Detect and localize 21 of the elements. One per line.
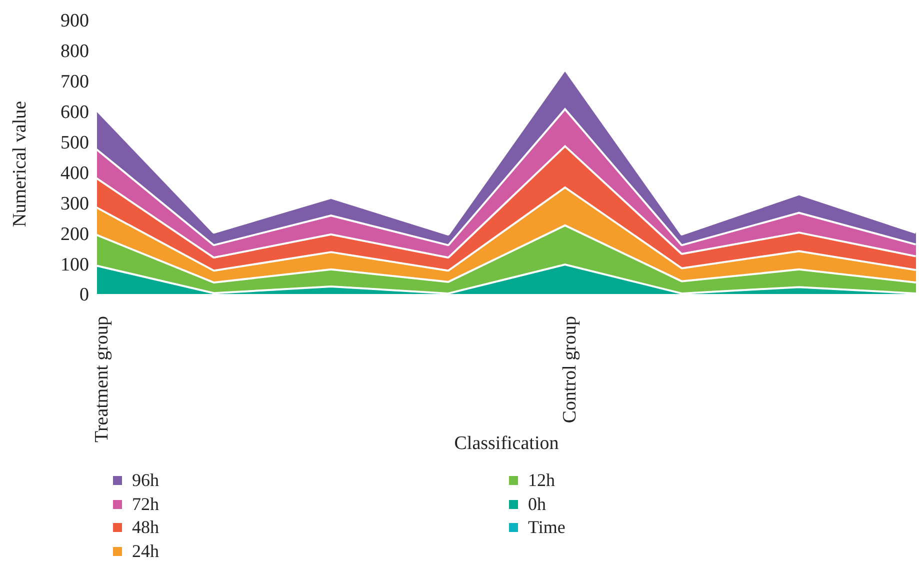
y-tick-label: 800: [60, 41, 89, 62]
y-axis-title: Numerical value: [10, 100, 31, 227]
y-tick-label: 200: [60, 224, 89, 245]
y-tick-label: 0: [80, 284, 89, 306]
legend-label: 96h: [132, 469, 159, 492]
legend-label: 72h: [132, 492, 159, 516]
y-tick-label: 100: [60, 254, 89, 276]
y-tick-label: 600: [60, 102, 89, 124]
y-tick-label: 500: [60, 132, 89, 154]
legend-label: 12h: [528, 469, 555, 492]
y-tick-label: 900: [60, 10, 89, 32]
y-tick-label: 300: [60, 193, 89, 214]
y-tick-label: 700: [60, 72, 89, 93]
legend-label: 48h: [132, 516, 159, 539]
legend-label: 24h: [132, 540, 159, 562]
legend-label: 0h: [528, 492, 546, 516]
x-tick-label: Control group: [559, 316, 580, 424]
y-tick-label: 400: [60, 162, 89, 184]
x-axis-title: Classification: [454, 433, 560, 454]
legend-label: Time: [528, 516, 566, 539]
x-tick-label: Treatment group: [91, 316, 112, 442]
